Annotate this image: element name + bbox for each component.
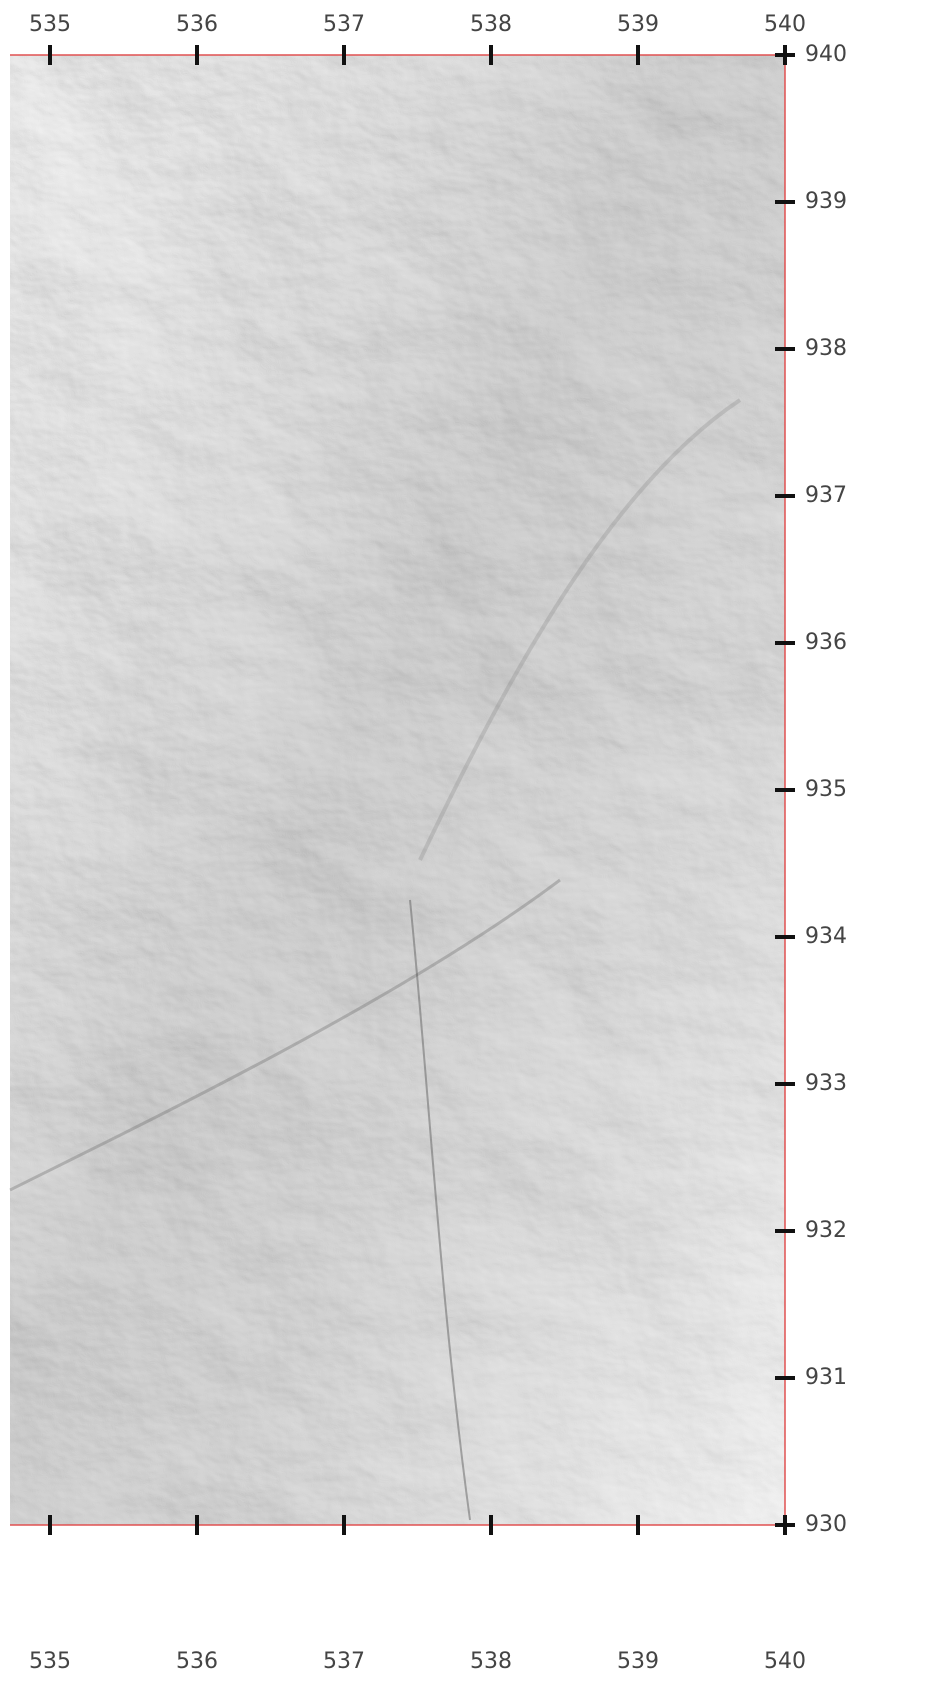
- y-tick-label: 930: [805, 1512, 847, 1537]
- x-tick-label-bottom: 538: [470, 1649, 512, 1674]
- x-tick-label-top: 537: [323, 12, 365, 37]
- y-tick-label: 935: [805, 777, 847, 802]
- y-tick-label: 931: [805, 1365, 847, 1390]
- y-tick-label: 938: [805, 336, 847, 361]
- map-view: 535 535 536 536 537 537 538 538 539 539 540 540 940 9…: [0, 0, 925, 1690]
- hillshade: [10, 55, 785, 1525]
- x-tick-label-bottom: 537: [323, 1649, 365, 1674]
- x-tick-label-top: 539: [617, 12, 659, 37]
- x-tick-label-top: 535: [29, 12, 71, 37]
- y-tick-label: 933: [805, 1071, 847, 1096]
- x-tick-label-top: 536: [176, 12, 218, 37]
- x-tick-label-bottom: 536: [176, 1649, 218, 1674]
- y-tick-label: 934: [805, 924, 847, 949]
- y-tick-label: 939: [805, 189, 847, 214]
- y-tick-label: 940: [805, 42, 847, 67]
- x-tick-label-bottom: 539: [617, 1649, 659, 1674]
- y-tick-label: 932: [805, 1218, 847, 1243]
- x-tick-label-top: 538: [470, 12, 512, 37]
- x-tick-label-bottom: 535: [29, 1649, 71, 1674]
- y-tick-label: 937: [805, 483, 847, 508]
- y-tick-label: 936: [805, 630, 847, 655]
- x-tick-label-bottom: 540: [764, 1649, 806, 1674]
- x-tick-label-top: 540: [764, 12, 806, 37]
